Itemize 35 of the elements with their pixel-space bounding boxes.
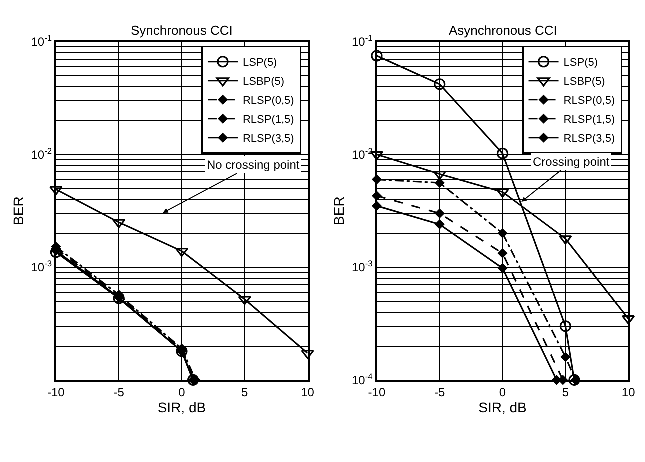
chart-title: Synchronous CCI [131,23,233,38]
x-tick-label: -5 [114,385,125,400]
legend-label: RLSP(1,5) [242,114,294,126]
y-tick-label: 10$^{-2}$ [352,146,374,162]
legend-label: LSP(5) [242,57,278,70]
x-tick-label: 10 [301,385,315,400]
y-axis-title: BER [331,196,348,226]
y-tick-label: 10$^{-3}$ [31,258,52,275]
y-tick-label: 10$^{-1}$ [352,33,374,50]
y-tick-label: 10$^{-1}$ [31,33,52,50]
x-axis-title: SIR, dB [158,399,206,416]
y-tick-label: 10$^{-4}$ [352,371,374,388]
y-tick-label: 10$^{-2}$ [31,146,52,162]
legend-label: RLSP(1,5) [564,114,616,126]
x-tick-label: -10 [48,385,66,400]
legend-label: LSP(5) [564,57,598,70]
chart-title: Asynchronous CCI [449,23,558,38]
y-tick-label: 10$^{-3}$ [352,258,374,275]
x-tick-label: 0 [499,385,506,400]
legend-label: LSBP(5) [242,76,285,88]
y-axis-title: BER [10,196,26,226]
legend-label: RLSP(0,5) [242,95,294,108]
x-tick-label: -5 [434,385,446,400]
x-tick-label: 5 [242,385,249,400]
annotation: No crossing point [207,158,300,172]
legend-label: LSBP(5) [564,76,606,88]
legend-label: RLSP(3,5) [564,133,616,146]
x-tick-label: -10 [368,385,386,400]
annotation: Crossing point [533,155,610,169]
legend-label: RLSP(0,5) [564,95,616,108]
x-tick-label: 5 [562,385,570,400]
x-tick-label: 0 [178,385,186,400]
x-axis-title: SIR, dB [478,399,527,416]
legend-label: RLSP(3,5) [242,133,294,146]
x-tick-label: 10 [622,385,636,400]
